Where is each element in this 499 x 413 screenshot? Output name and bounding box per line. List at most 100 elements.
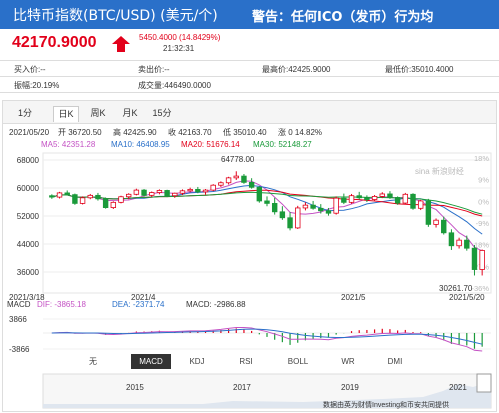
candle-body	[202, 189, 209, 193]
candle	[225, 176, 232, 185]
date-label-2: 2021/4	[131, 293, 156, 302]
candle-body	[364, 197, 370, 200]
date-label-1: 2021/3/18	[9, 293, 45, 302]
candle	[279, 206, 286, 220]
macd-value: MACD: -2986.88	[186, 300, 246, 309]
candle-body	[56, 192, 63, 198]
candle	[471, 245, 478, 276]
year-2015: 2015	[126, 383, 144, 392]
candle-body	[164, 190, 170, 197]
candle	[425, 198, 432, 227]
candle	[133, 188, 140, 196]
year-2019: 2019	[341, 383, 359, 392]
candle-body	[79, 197, 86, 204]
candle-body	[348, 195, 355, 203]
buy-price: 买入价:--	[14, 65, 46, 74]
candle	[118, 195, 124, 204]
candle-body	[287, 217, 293, 229]
candle-body	[341, 197, 347, 203]
macd-name: MACD	[7, 300, 31, 309]
candle-body	[387, 193, 393, 198]
candle	[333, 196, 339, 215]
candle	[295, 205, 301, 229]
quote-time: 21:32:31	[163, 44, 195, 53]
candle	[394, 196, 401, 205]
candle-body	[179, 190, 186, 194]
candle	[187, 187, 193, 193]
low-price: 最低价:35010.4000	[385, 65, 454, 74]
indicator-none[interactable]: 无	[89, 357, 97, 366]
candle	[172, 192, 178, 198]
candle	[371, 195, 378, 201]
candle-body	[241, 175, 247, 183]
ma10-label: MA10: 46408.95	[111, 140, 170, 149]
candle	[95, 192, 101, 201]
candle-body	[248, 182, 255, 188]
period-tabs: 1分 日K 周K 月K 15分	[3, 101, 496, 124]
candle	[348, 193, 355, 204]
candle	[195, 186, 201, 194]
tab-monthly[interactable]: 月K	[122, 108, 138, 118]
candle-body	[356, 195, 362, 199]
percent-tick: 9%	[478, 176, 489, 185]
candle-body	[87, 194, 93, 199]
candle-body	[149, 192, 155, 196]
ohlc-open: 开 36720.50	[58, 128, 102, 137]
candle	[202, 189, 209, 195]
indicator-boll[interactable]: BOLL	[287, 357, 309, 366]
candle	[241, 174, 247, 184]
candle-body	[464, 239, 470, 249]
candle	[141, 189, 147, 197]
indicator-kdj[interactable]: KDJ	[189, 357, 205, 366]
candle-body	[402, 193, 409, 204]
candle	[64, 190, 70, 196]
percent-tick: 18%	[474, 154, 489, 163]
percent-tick: 0%	[478, 197, 489, 206]
candle	[149, 191, 155, 198]
candle-body	[218, 182, 224, 186]
indicator-macd[interactable]: MACD	[131, 354, 171, 369]
indicator-rsi[interactable]: RSI	[239, 357, 253, 366]
tab-15min[interactable]: 15分	[152, 108, 172, 118]
candle-body	[225, 177, 232, 184]
amplitude: 振幅:20.19%	[14, 81, 60, 90]
candle-body	[471, 247, 478, 270]
candle-body	[318, 207, 324, 212]
data-source-footer: 数据由英为财情Investing和币安共同提供	[323, 400, 449, 409]
candle-body	[264, 200, 270, 204]
ohlc-high: 高 42425.90	[113, 127, 157, 137]
trough-label: 30261.70	[439, 284, 473, 293]
price-change: 5450.4000 (14.8429%)	[139, 33, 221, 42]
candle	[256, 186, 263, 203]
up-arrow-icon	[112, 36, 130, 52]
price-tick: 44000	[17, 240, 40, 249]
tab-weekly[interactable]: 周K	[90, 108, 106, 118]
candle-body	[371, 196, 378, 200]
candle	[271, 197, 278, 215]
candle	[341, 193, 347, 205]
candle	[156, 189, 163, 195]
candle	[72, 193, 78, 205]
ma20-label: MA20: 51676.14	[181, 140, 240, 149]
candle	[179, 189, 186, 195]
candle-body	[102, 198, 109, 208]
candle	[102, 197, 109, 209]
price-tick: 60000	[17, 184, 40, 193]
timeline-handle[interactable]	[476, 373, 492, 393]
kline-chart[interactable]: 2021/05/20 开 36720.50 高 42425.90 收 42163…	[3, 101, 496, 411]
indicator-dmi[interactable]: DMI	[387, 357, 403, 366]
candle-body	[271, 203, 278, 213]
candle-body	[417, 200, 424, 209]
date-label-4: 2021/5/20	[449, 293, 485, 302]
ohlc-date: 2021/05/20	[9, 128, 50, 137]
candle	[417, 199, 424, 211]
candle	[264, 196, 270, 207]
plot-frame	[42, 152, 492, 294]
stats-divider	[0, 92, 499, 93]
tab-daily[interactable]: 日K	[53, 106, 79, 122]
candle-body	[118, 196, 124, 203]
candle	[125, 193, 132, 200]
indicator-wr[interactable]: WR	[341, 357, 355, 366]
candle	[318, 204, 324, 214]
tab-1min[interactable]: 1分	[17, 108, 32, 118]
